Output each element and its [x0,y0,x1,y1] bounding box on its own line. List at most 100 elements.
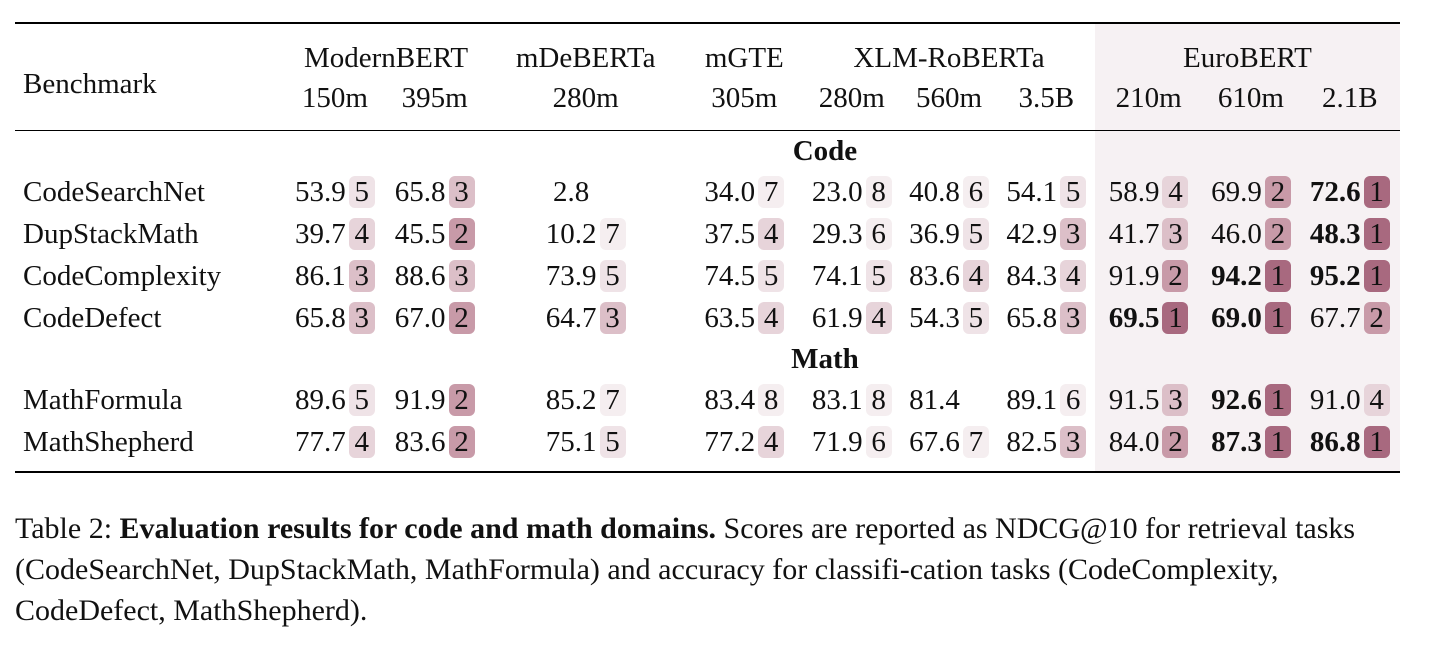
score-cell: 91.9 2 [383,379,485,421]
score-cell: 75.1 5 [485,421,686,473]
rank-badge: 7 [599,383,626,416]
rank-badge: 4 [962,259,989,292]
score-value: 54.1 [1006,175,1058,208]
score-cell: 74.1 5 [803,255,900,297]
benchmark-header: Benchmark [15,22,287,131]
rank-badge: 6 [865,425,892,458]
score-value: 82.5 [1006,425,1058,458]
model-header: EuroBERT [1094,22,1400,78]
score-cell: 2.8 [486,171,686,213]
score-value: 10.2 [545,217,597,250]
rank-badge: 4 [758,425,785,458]
score-cell: 69.9 2 [1202,171,1300,213]
score-value: 86.1 [294,259,346,292]
score-cell: 95.2 1 [1299,255,1400,297]
benchmark-name: CodeSearchNet [23,175,205,208]
score-value: 77.7 [294,425,346,458]
table-row: CodeSearchNet 53.9 5 65.8 3 2.8 34.0 7 23.0 8 40.8… [15,171,1400,213]
score-cell: 91.5 3 [1094,379,1203,421]
score-cell: 85.2 7 [486,379,686,421]
table-row: CodeComplexity 86.1 3 88.6 3 73.9 5 74.5 5 74.1 5 8… [15,255,1400,297]
rank-badge: 5 [599,425,626,458]
model-header: mGTE [685,22,804,78]
score-value: 2.8 [553,175,590,208]
rank-badge: 5 [599,259,626,292]
score-value: 74.5 [704,259,756,292]
score-value: 42.9 [1006,217,1058,250]
score-value: 61.9 [811,301,863,334]
score-value: 74.1 [811,259,863,292]
results-table: Benchmark ModernBERT mDeBERTa mGTE XLM-RoBER… [15,22,1400,473]
score-value: 67.6 [909,425,960,458]
rank-badge: 4 [1162,175,1189,208]
score-value: 95.2 [1309,259,1361,292]
rank-badge: 1 [1264,259,1291,292]
score-cell: 81.4 [900,379,997,421]
score-value: 58.9 [1108,175,1160,208]
score-cell: 87.3 1 [1202,421,1300,473]
score-cell: 65.8 3 [998,297,1095,339]
table-row: DupStackMath 39.7 4 45.5 2 10.2 7 37.5 4 29.3 6 36.… [15,213,1400,255]
score-cell: 86.8 1 [1299,421,1400,473]
model-size-header: 210m [1094,78,1203,131]
rank-badge: 8 [865,175,892,208]
score-cell: 37.5 4 [685,213,803,255]
rank-badge: 3 [1060,301,1087,334]
score-value: 40.8 [909,175,960,208]
rank-badge: 3 [348,301,375,334]
rank-badge: 5 [758,259,785,292]
score-cell: 67.0 2 [383,297,485,339]
score-cell: 89.6 5 [286,379,383,421]
score-value: 67.0 [394,301,446,334]
score-value: 69.0 [1211,301,1262,334]
rank-badge: 3 [448,259,475,292]
score-value: 65.8 [1006,301,1058,334]
score-value: 65.8 [394,175,446,208]
score-value: 86.8 [1309,425,1361,458]
rank-badge: 6 [865,217,892,250]
score-value: 36.9 [909,217,960,250]
rank-badge: 2 [1264,175,1291,208]
score-cell: 61.9 4 [803,297,900,339]
rank-badge: 3 [1060,425,1087,458]
benchmark-name: MathFormula [23,383,183,416]
score-value: 88.6 [394,259,446,292]
score-cell: 84.3 4 [998,255,1095,297]
score-cell: 45.5 2 [383,213,485,255]
score-value: 83.6 [909,259,960,292]
score-value: 89.1 [1006,383,1058,416]
benchmark-name: DupStackMath [23,217,199,250]
rank-badge: 2 [1363,301,1390,334]
model-size-header: 305m [685,78,804,131]
score-cell: 77.2 4 [685,421,804,473]
score-cell: 72.6 1 [1299,171,1400,213]
score-cell: 67.6 7 [900,421,998,473]
score-value: 63.5 [704,301,756,334]
score-cell: 69.0 1 [1202,297,1300,339]
rank-badge: 8 [758,383,785,416]
score-cell: 89.1 6 [998,379,1095,421]
score-cell: 71.9 6 [803,421,901,473]
score-value: 41.7 [1108,217,1160,250]
score-cell: 58.9 4 [1094,171,1203,213]
rank-badge: 4 [758,301,785,334]
section-title: Math [791,342,859,375]
rank-badge: 8 [865,383,892,416]
score-cell: 63.5 4 [685,297,803,339]
rank-badge: 4 [1060,259,1087,292]
score-value: 89.6 [294,383,346,416]
score-cell: 29.3 6 [803,213,900,255]
rank-badge: 4 [1363,383,1390,416]
score-value: 37.5 [704,217,756,250]
rank-badge: 3 [599,301,626,334]
score-cell: 23.0 8 [803,171,900,213]
table-row: MathShepherd 77.7 4 83.6 2 75.1 5 77.2 4 71.9 6 67.… [15,421,1400,473]
score-cell: 46.0 2 [1202,213,1300,255]
score-value: 75.1 [545,425,597,458]
score-value: 87.3 [1211,425,1262,458]
score-value: 91.5 [1108,383,1160,416]
score-cell: 82.5 3 [997,421,1095,473]
score-value: 92.6 [1211,383,1262,416]
highlight-cell [1094,339,1400,379]
score-cell: 65.8 3 [286,297,383,339]
